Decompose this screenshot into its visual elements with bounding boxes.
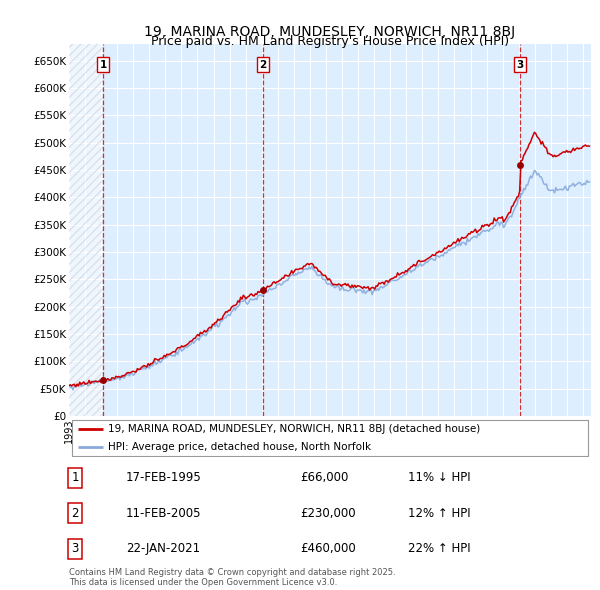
Text: 22-JAN-2021: 22-JAN-2021: [126, 542, 200, 555]
Text: 17-FEB-1995: 17-FEB-1995: [126, 471, 202, 484]
Text: 1: 1: [71, 471, 79, 484]
Text: 3: 3: [516, 60, 523, 70]
Text: £230,000: £230,000: [300, 507, 356, 520]
Text: £66,000: £66,000: [300, 471, 349, 484]
Text: 22% ↑ HPI: 22% ↑ HPI: [408, 542, 470, 555]
Text: Price paid vs. HM Land Registry's House Price Index (HPI): Price paid vs. HM Land Registry's House …: [151, 35, 509, 48]
Text: 1: 1: [100, 60, 107, 70]
Text: 11% ↓ HPI: 11% ↓ HPI: [408, 471, 470, 484]
Text: 3: 3: [71, 542, 79, 555]
Text: 2: 2: [260, 60, 267, 70]
Text: 12% ↑ HPI: 12% ↑ HPI: [408, 507, 470, 520]
Text: 2: 2: [71, 507, 79, 520]
Text: 11-FEB-2005: 11-FEB-2005: [126, 507, 202, 520]
Text: £460,000: £460,000: [300, 542, 356, 555]
Polygon shape: [69, 44, 103, 416]
Text: Contains HM Land Registry data © Crown copyright and database right 2025.
This d: Contains HM Land Registry data © Crown c…: [69, 568, 395, 587]
Text: 19, MARINA ROAD, MUNDESLEY, NORWICH, NR11 8BJ: 19, MARINA ROAD, MUNDESLEY, NORWICH, NR1…: [145, 25, 515, 39]
Text: 19, MARINA ROAD, MUNDESLEY, NORWICH, NR11 8BJ (detached house): 19, MARINA ROAD, MUNDESLEY, NORWICH, NR1…: [108, 424, 481, 434]
Text: HPI: Average price, detached house, North Norfolk: HPI: Average price, detached house, Nort…: [108, 442, 371, 452]
FancyBboxPatch shape: [71, 421, 589, 455]
